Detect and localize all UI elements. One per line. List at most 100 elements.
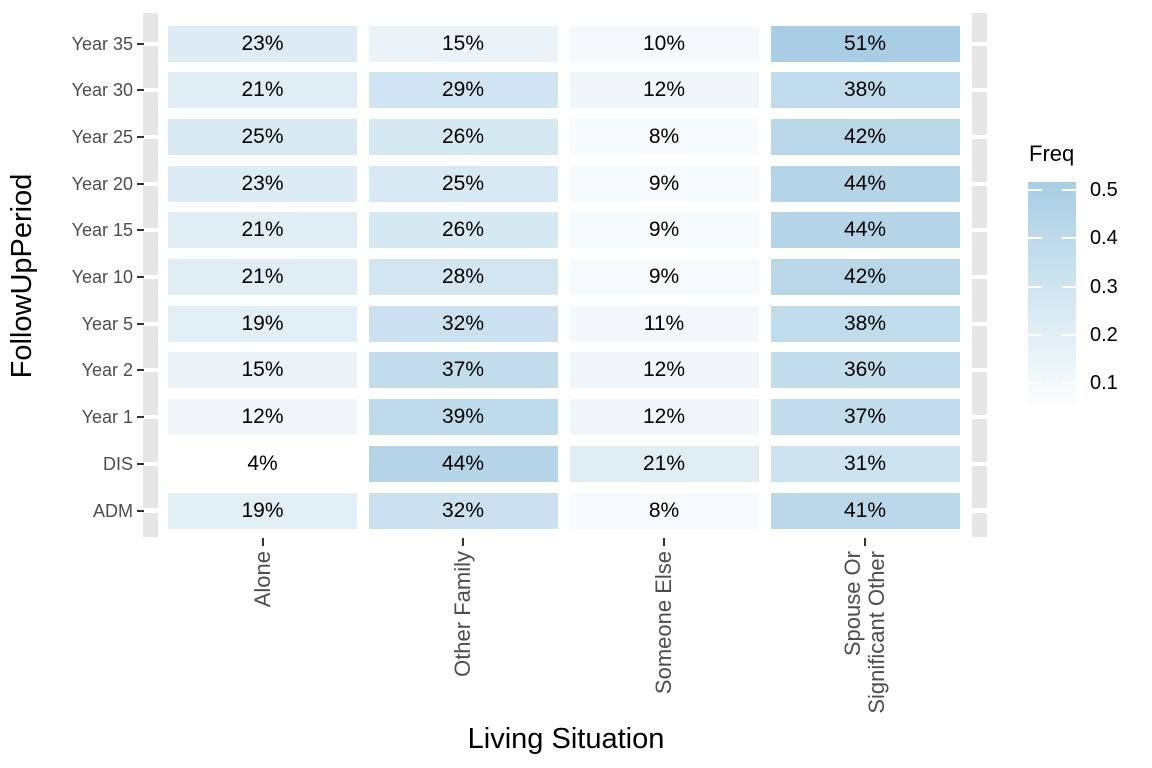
heatmap-cell: 12% <box>569 399 759 436</box>
cell-value-label: 21% <box>241 218 284 242</box>
cell-value-label: 15% <box>241 358 284 382</box>
y-axis-label: Year 30 <box>71 80 133 101</box>
cell-value-label: 21% <box>241 265 284 288</box>
x-axis-tick <box>663 538 665 546</box>
legend-tick-right <box>1062 333 1076 336</box>
heatmap-cell: 25% <box>368 165 558 202</box>
cell-value-label: 39% <box>441 405 485 429</box>
heatmap-cell: 37% <box>368 352 558 389</box>
heatmap-cell: 38% <box>770 72 960 109</box>
heatmap-cell: 8% <box>569 118 759 155</box>
heatmap-cell: 9% <box>569 259 759 295</box>
left-edge-tile-strip <box>143 512 158 537</box>
legend-tick-label: 0.2 <box>1090 323 1118 346</box>
cell-value-label: 36% <box>843 358 887 382</box>
cell-value-label: 42% <box>843 265 887 288</box>
cell-value-label: 26% <box>441 218 485 242</box>
y-axis-label: ADM <box>93 500 133 521</box>
right-edge-tile-strip <box>972 92 987 135</box>
heatmap-cell: 15% <box>168 352 357 389</box>
heatmap-cell: 21% <box>569 445 759 482</box>
cell-value-label: 8% <box>648 124 680 148</box>
cell-value-label: 37% <box>441 358 485 382</box>
cell-value-label: 26% <box>441 124 485 148</box>
heatmap-cell: 29% <box>368 72 558 109</box>
left-edge-tile-strip <box>143 232 158 275</box>
left-edge-tile-strip <box>143 465 158 509</box>
right-edge-tile-strip <box>972 325 987 369</box>
heatmap-cell: 21% <box>168 259 357 295</box>
cell-value-label: 12% <box>642 358 686 382</box>
heatmap-cell: 12% <box>168 399 357 436</box>
x-axis-tick <box>462 538 464 546</box>
cell-value-label: 23% <box>241 171 284 195</box>
right-edge-tile-strip <box>972 279 987 322</box>
heatmap-cell: 37% <box>770 399 960 436</box>
heatmap-cell: 31% <box>770 445 960 482</box>
heatmap-cell: 12% <box>569 72 759 109</box>
heatmap-cell: 44% <box>368 445 558 482</box>
heatmap-cell: 19% <box>168 305 357 342</box>
heatmap-cell: 26% <box>368 212 558 249</box>
y-axis-label: Year 1 <box>81 407 133 428</box>
legend-tick-left <box>1028 237 1042 240</box>
y-axis-label: DIS <box>102 453 133 474</box>
heatmap-cell: 44% <box>770 165 960 202</box>
x-axis-label-line: Significant Other <box>864 551 889 714</box>
legend-tick-right <box>1062 237 1076 240</box>
y-axis-tick <box>137 509 144 512</box>
legend-tick-right <box>1062 285 1076 288</box>
legend-tick-label: 0.4 <box>1090 227 1118 250</box>
cell-value-label: 32% <box>441 311 485 335</box>
y-axis-tick <box>137 135 144 138</box>
right-edge-tile-strip <box>972 45 987 89</box>
x-axis-title: Living Situation <box>467 723 665 755</box>
cell-value-label: 19% <box>241 498 284 522</box>
y-axis-label: Year 25 <box>71 126 133 147</box>
cell-value-label: 19% <box>241 311 284 335</box>
cell-value-label: 38% <box>843 311 887 335</box>
left-edge-tile-strip <box>143 419 158 462</box>
right-edge-tile-strip <box>972 512 987 537</box>
y-axis-label: Year 20 <box>71 173 133 194</box>
cell-value-label: 9% <box>648 265 680 288</box>
left-edge-tile-strip <box>143 372 158 416</box>
cell-value-label: 21% <box>241 78 284 102</box>
heatmap-cell: 42% <box>770 259 960 295</box>
y-axis-tick <box>137 89 144 92</box>
cell-value-label: 12% <box>241 405 284 429</box>
heatmap-cell: 15% <box>368 25 558 62</box>
cell-value-label: 10% <box>642 31 686 55</box>
legend-tick-left <box>1028 189 1042 192</box>
right-edge-tile-strip <box>972 185 987 229</box>
x-axis-label-line: Alone <box>249 551 275 608</box>
legend-tick-label: 0.5 <box>1090 179 1118 202</box>
y-axis-label: Year 10 <box>71 267 133 287</box>
legend-tick-left <box>1028 381 1042 384</box>
legend-tick-left <box>1028 285 1042 288</box>
heatmap-cell: 21% <box>168 72 357 109</box>
heatmap-cell: 9% <box>569 165 759 202</box>
x-axis-label: Someone Else <box>651 551 676 768</box>
cell-value-label: 15% <box>441 31 485 55</box>
x-axis-label: Other Family <box>450 551 475 768</box>
heatmap-cell: 8% <box>569 492 759 529</box>
left-edge-tile-strip <box>143 279 158 322</box>
heatmap-cell: 9% <box>569 212 759 249</box>
legend-tick-right <box>1062 381 1076 384</box>
legend-title: Freq <box>1029 141 1075 166</box>
cell-value-label: 44% <box>441 451 485 475</box>
heatmap-cell: 44% <box>770 212 960 249</box>
right-edge-tile-strip <box>972 13 987 42</box>
left-edge-tile-strip <box>143 138 158 182</box>
x-axis-tick <box>261 538 264 546</box>
y-axis-tick <box>137 416 144 419</box>
cell-value-label: 44% <box>843 218 887 242</box>
cell-value-label: 8% <box>648 498 680 522</box>
cell-value-label: 51% <box>843 31 887 55</box>
heatmap-cell: 19% <box>168 492 357 529</box>
heatmap-cell: 39% <box>368 399 558 436</box>
x-axis-label-line: Someone Else <box>651 551 676 695</box>
cell-value-label: 9% <box>648 171 680 195</box>
right-edge-tile-strip <box>972 372 987 416</box>
